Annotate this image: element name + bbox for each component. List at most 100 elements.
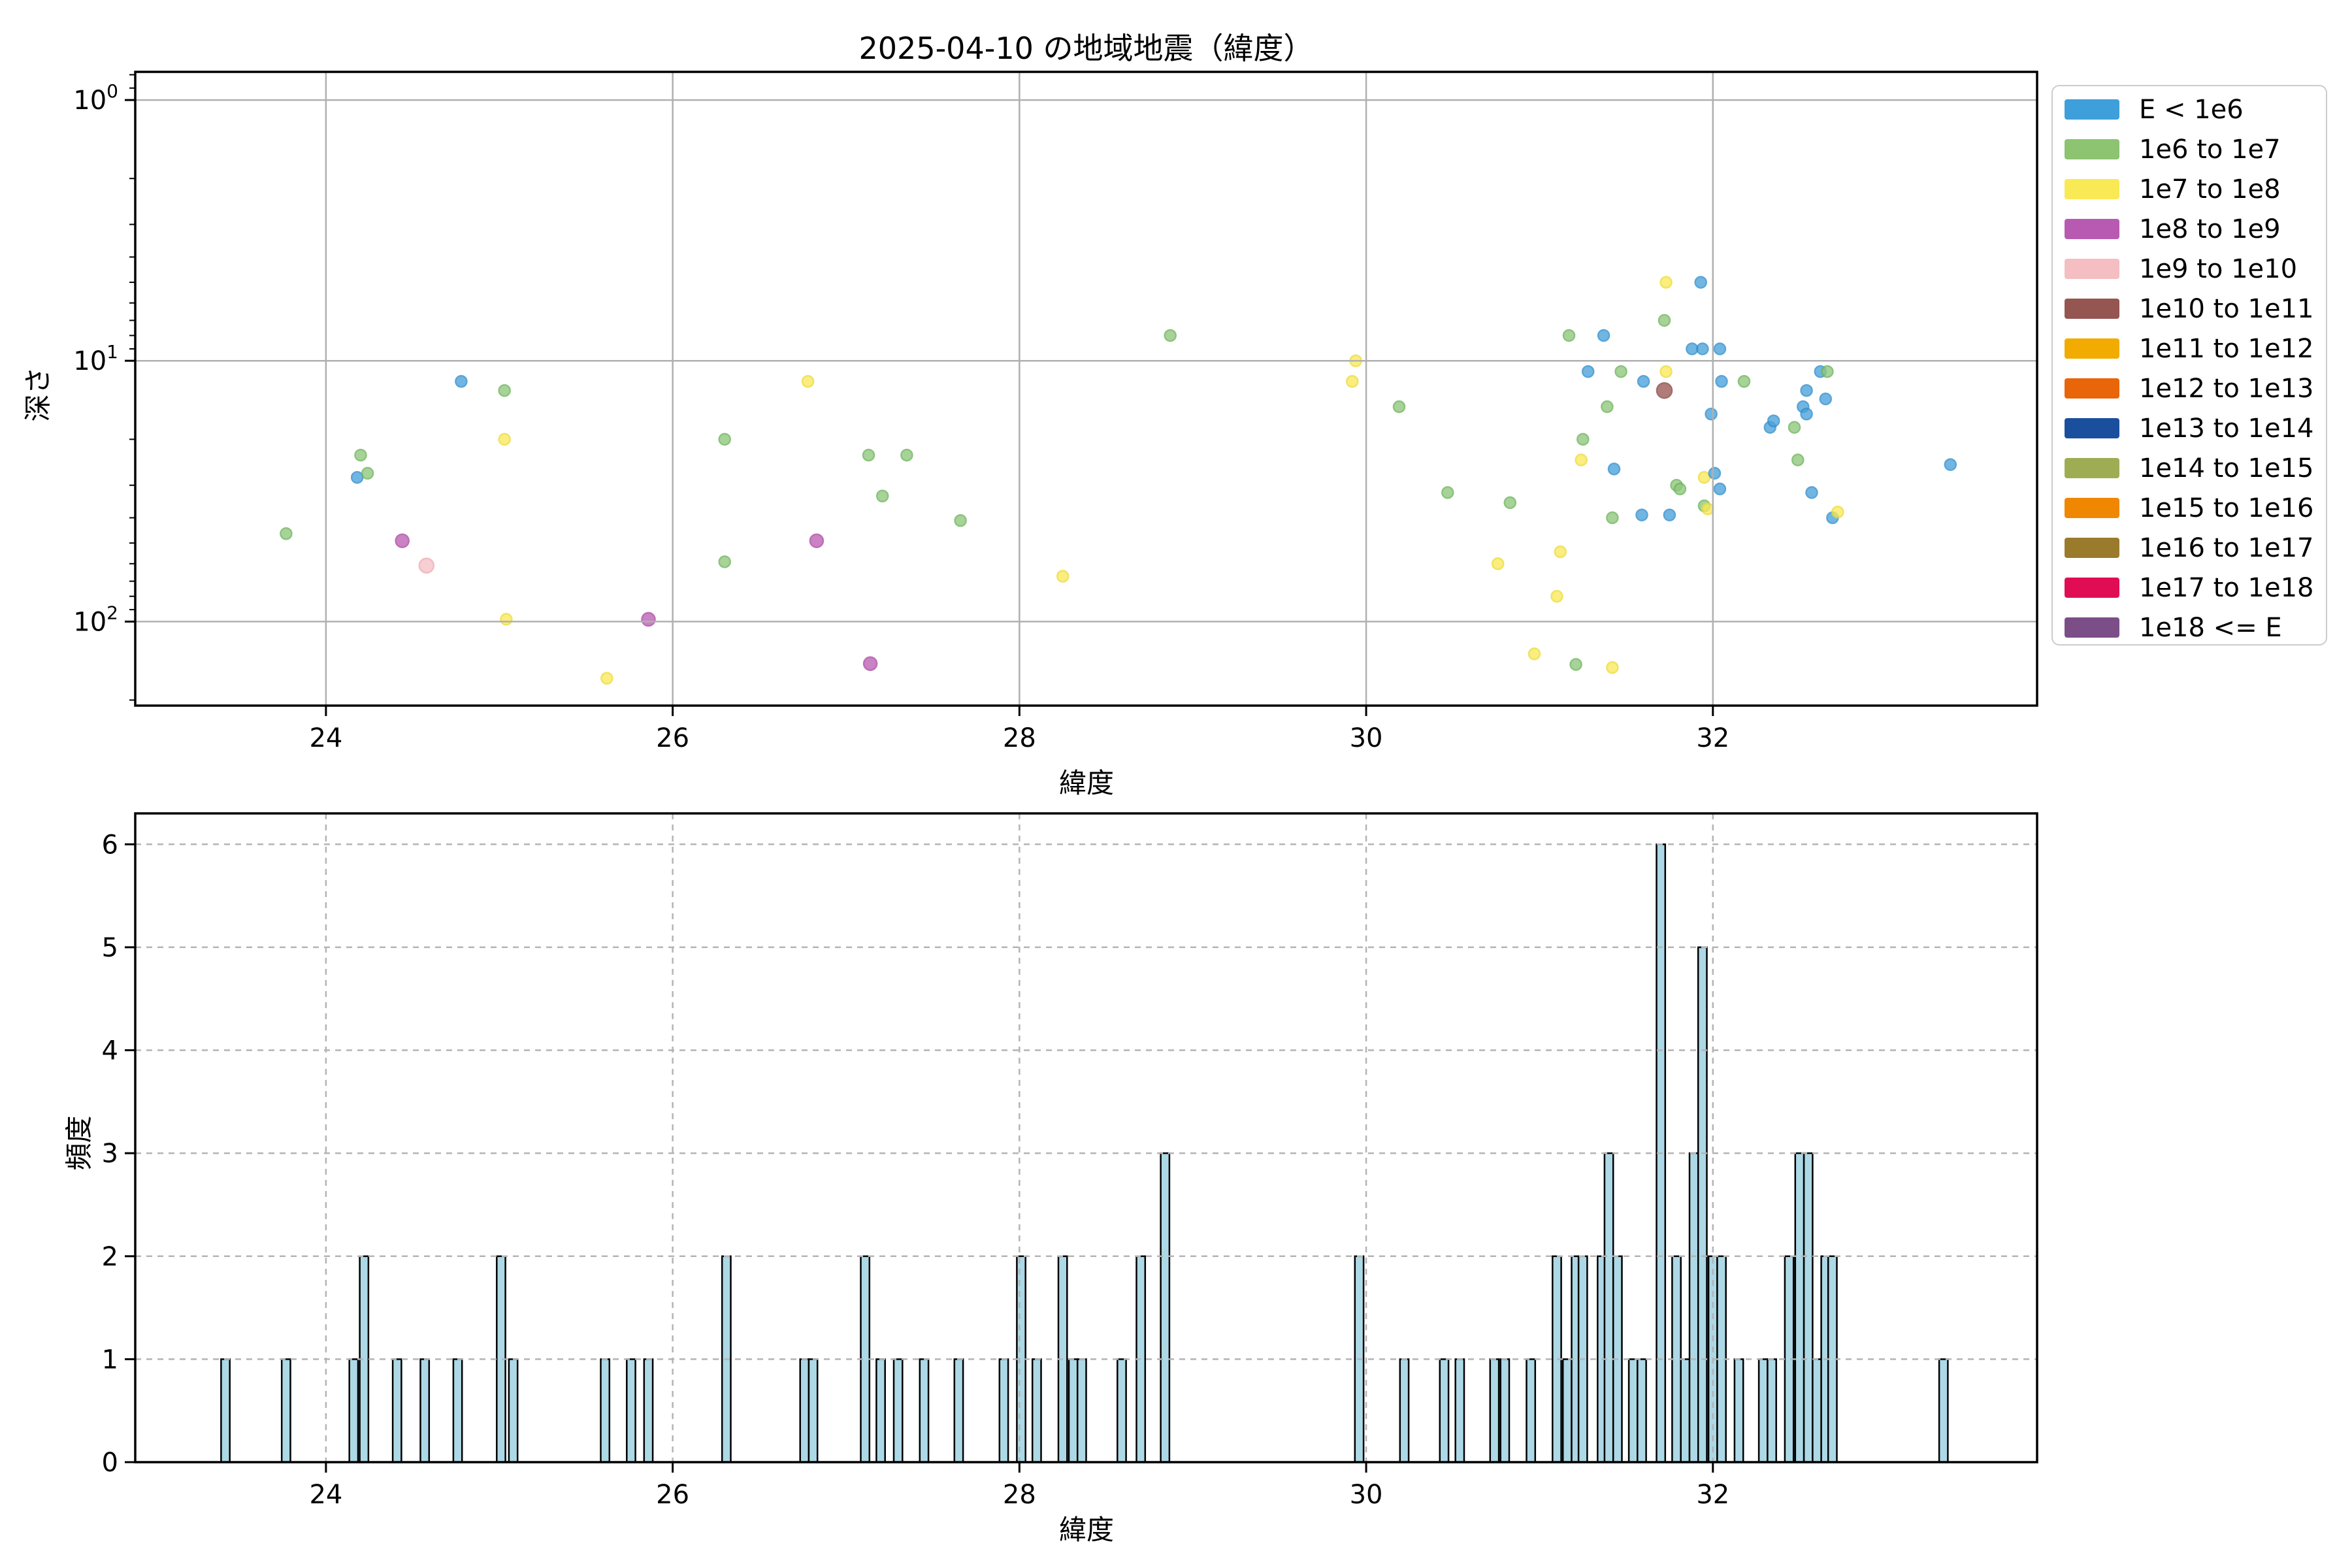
y-tick-label: 6	[102, 830, 118, 860]
scatter-points-layer	[280, 276, 1957, 685]
legend-swatch	[2065, 458, 2119, 478]
histogram-bar	[1499, 1358, 1511, 1463]
histogram-bar	[1767, 1358, 1777, 1463]
scatter-point	[1581, 365, 1595, 378]
scatter-point	[862, 656, 878, 672]
scatter-point	[1791, 453, 1805, 466]
histogram-bar	[1454, 1358, 1465, 1463]
histogram-bar	[875, 1358, 886, 1463]
legend-item: 1e17 to 1e18	[2053, 568, 2326, 608]
legend-label: 1e14 to 1e15	[2139, 453, 2314, 483]
histogram-bar	[1627, 1358, 1639, 1463]
scatter-point	[1686, 342, 1699, 355]
y-tick-label: 3	[102, 1139, 118, 1169]
legend-label: 1e12 to 1e13	[2139, 374, 2314, 404]
scatter-point	[1606, 511, 1619, 525]
legend-label: 1e11 to 1e12	[2139, 334, 2314, 364]
scatter-point	[1576, 433, 1590, 446]
scatter-point	[1659, 365, 1673, 378]
y-tick-label: 100	[73, 80, 118, 116]
scatter-point	[1673, 482, 1687, 496]
scatter-point	[1708, 466, 1722, 480]
histogram-bar	[348, 1358, 359, 1463]
scatter-point	[1601, 400, 1614, 414]
x-tick-label: 26	[656, 723, 689, 753]
legend-swatch	[2065, 578, 2119, 598]
histogram-bar	[1439, 1358, 1450, 1463]
x-tick-label: 24	[309, 1480, 342, 1510]
histogram-bar	[1603, 1152, 1614, 1463]
scatter-point	[1767, 414, 1780, 427]
scatter-point	[350, 470, 364, 484]
scatter-grid	[135, 72, 2037, 706]
histogram-bar	[1697, 946, 1708, 1463]
scatter-point	[1694, 276, 1707, 289]
scatter-point	[1737, 375, 1751, 388]
figure-title: 2025-04-10 の地域地震（緯度）	[858, 31, 1314, 66]
x-tick-label: 28	[1003, 723, 1036, 753]
histogram-bar	[1489, 1358, 1500, 1463]
legend-swatch	[2065, 299, 2119, 319]
y-tick-label: 5	[102, 933, 118, 963]
scatter-point	[1659, 276, 1673, 289]
energy-legend: E < 1e6 1e6 to 1e7 1e7 to 1e8 1e8 to 1e9 1e9…	[2051, 85, 2327, 645]
scatter-point	[875, 489, 889, 502]
legend-label: 1e10 to 1e11	[2139, 294, 2314, 324]
legend-label: 1e17 to 1e18	[2139, 573, 2314, 603]
scatter-point	[1056, 570, 1070, 583]
histogram-bar	[998, 1358, 1009, 1463]
scatter-axes-frame	[134, 71, 2038, 707]
scatter-point	[1346, 375, 1359, 388]
legend-label: 1e8 to 1e9	[2139, 214, 2281, 244]
scatter-point	[954, 514, 967, 527]
scatter-point	[455, 375, 468, 388]
scatter-x-axis-label: 緯度	[1058, 767, 1114, 799]
x-tick-label: 30	[1350, 1480, 1383, 1510]
histogram-bar	[1812, 1358, 1822, 1463]
scatter-point	[1821, 365, 1834, 378]
histogram-bar	[1068, 1358, 1079, 1463]
scatter-point	[1562, 329, 1576, 342]
histogram-bar	[600, 1358, 611, 1463]
histogram-bar	[892, 1358, 904, 1463]
scatter-point	[1819, 392, 1833, 406]
legend-swatch	[2065, 617, 2119, 638]
scatter-point	[361, 466, 374, 480]
scatter-point	[1713, 342, 1727, 355]
legend-swatch	[2065, 338, 2119, 359]
x-tick-label: 24	[309, 723, 342, 753]
scatter-point	[498, 433, 511, 446]
x-tick-label: 32	[1696, 723, 1729, 753]
scatter-point	[1607, 463, 1621, 476]
legend-swatch	[2065, 99, 2119, 120]
legend-item: 1e8 to 1e9	[2053, 209, 2326, 249]
scatter-point	[1663, 508, 1676, 521]
legend-label: E < 1e6	[2139, 95, 2244, 125]
histogram-x-axis-label: 緯度	[1058, 1514, 1114, 1546]
histogram-ticks: 24 26 28 30 32 0 1 2 3 4 5 6	[102, 830, 1730, 1509]
scatter-point	[1597, 329, 1610, 342]
y-tick-label: 1	[102, 1345, 118, 1375]
legend-label: 1e6 to 1e7	[2139, 135, 2281, 165]
legend-item: 1e14 to 1e15	[2053, 448, 2326, 488]
histogram-grid	[135, 813, 2037, 1462]
scatter-point	[1554, 545, 1567, 559]
histogram-bar	[1733, 1358, 1744, 1463]
histogram-bar	[1031, 1358, 1042, 1463]
scatter-point	[1569, 658, 1582, 671]
scatter-point	[1831, 505, 1844, 519]
legend-item: 1e11 to 1e12	[2053, 329, 2326, 368]
x-tick-label: 28	[1003, 1480, 1036, 1510]
x-tick-label: 30	[1350, 723, 1383, 753]
scatter-point	[418, 557, 435, 574]
scatter-point	[1805, 486, 1818, 499]
scatter-point	[1697, 470, 1711, 484]
legend-item: 1e10 to 1e11	[2053, 289, 2326, 329]
y-tick-label: 102	[73, 602, 118, 637]
legend-label: 1e16 to 1e17	[2139, 533, 2314, 563]
scatter-point	[354, 448, 367, 462]
scatter-point	[641, 612, 656, 627]
scatter-point	[1658, 314, 1671, 327]
